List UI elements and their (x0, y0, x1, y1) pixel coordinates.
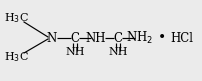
Text: C: C (70, 32, 80, 44)
Text: H$_3$C: H$_3$C (4, 50, 29, 64)
Text: NH: NH (65, 47, 85, 57)
Text: H$_3$C: H$_3$C (4, 11, 29, 25)
Text: NH: NH (86, 32, 106, 44)
Text: HCl: HCl (170, 32, 193, 44)
Text: C: C (114, 32, 122, 44)
Text: N: N (47, 32, 57, 44)
Text: NH: NH (108, 47, 128, 57)
Text: NH$_2$: NH$_2$ (126, 30, 154, 46)
Text: •: • (158, 31, 166, 45)
